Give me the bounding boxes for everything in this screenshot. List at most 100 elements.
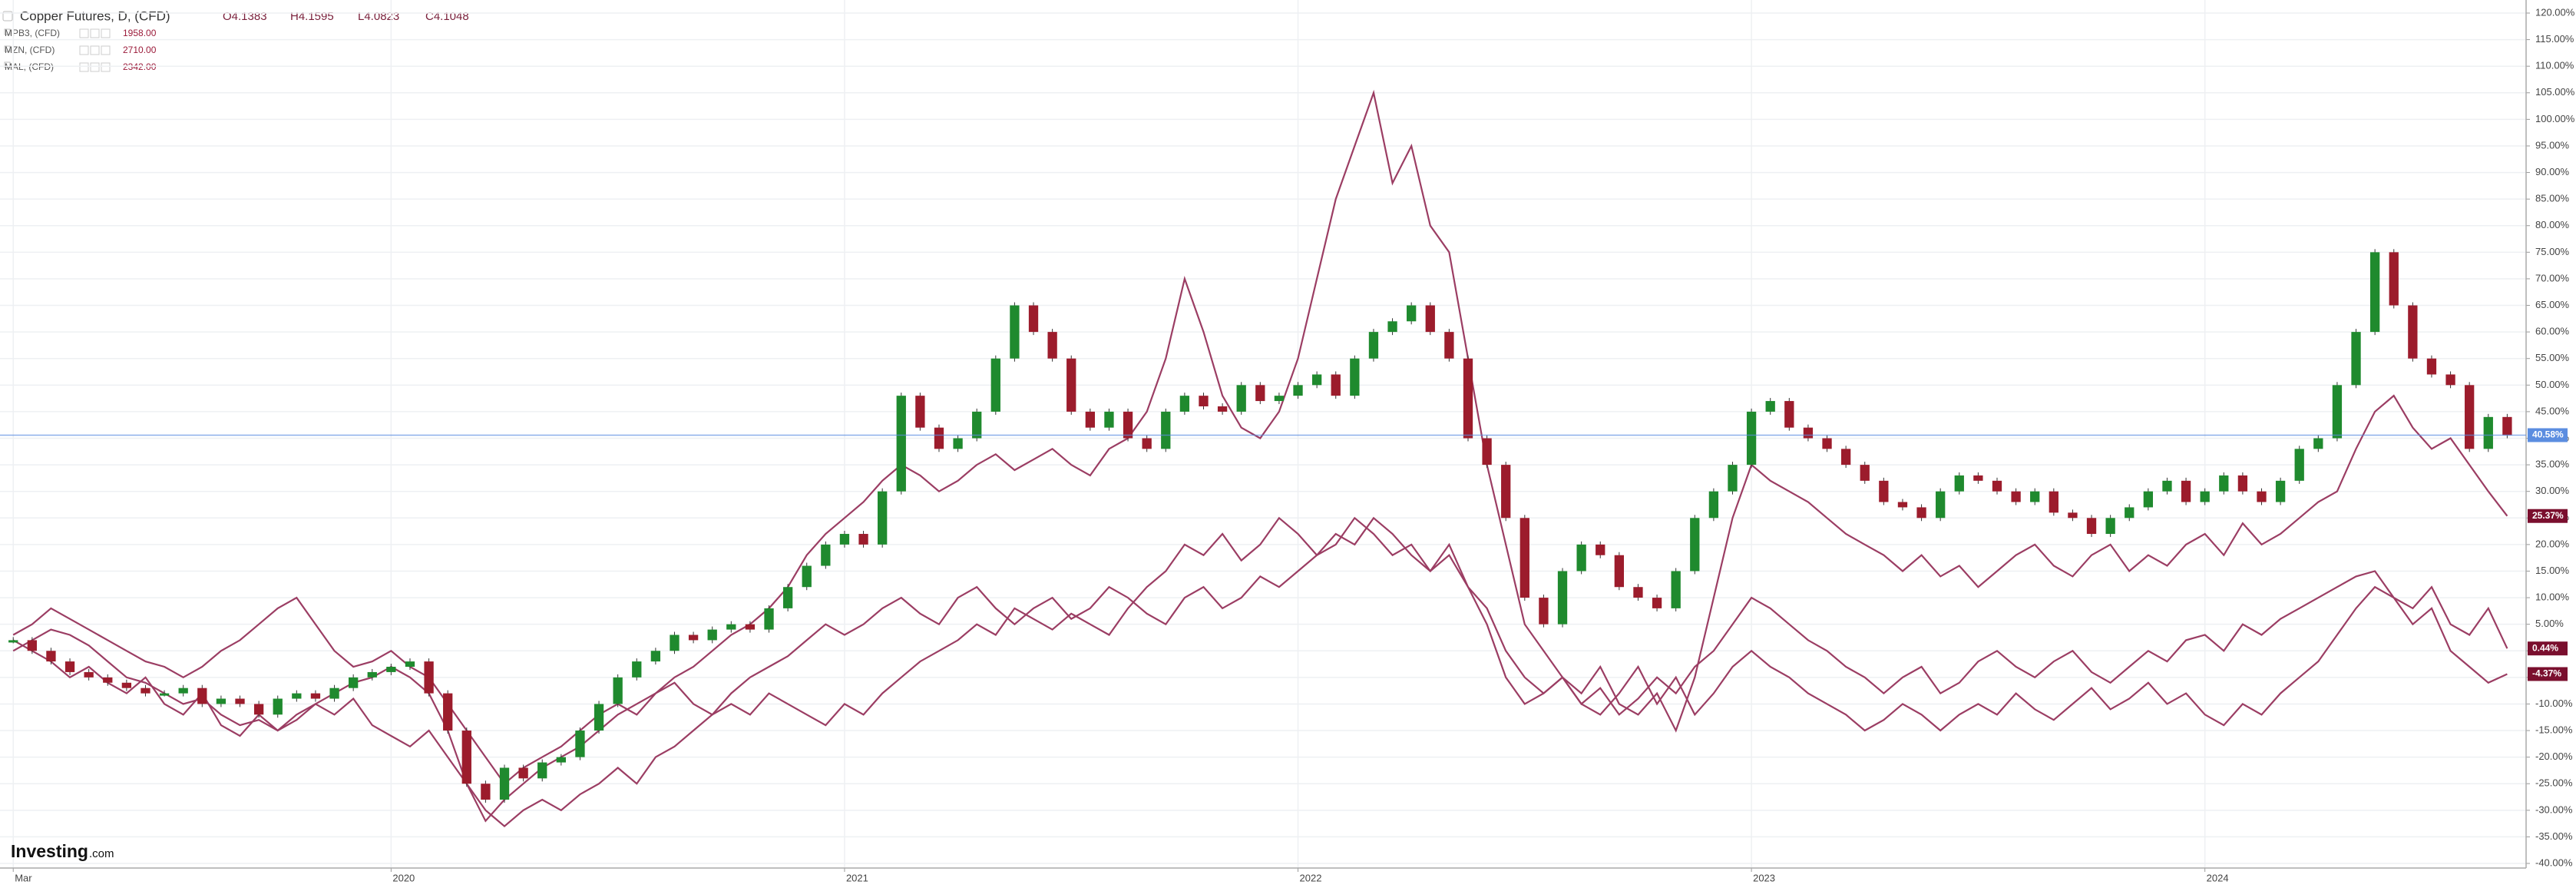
candle [839,534,850,545]
series-line [12,516,2508,828]
candle [310,693,321,699]
candle [2445,374,2455,386]
y-tick-label: 80.00% [2535,219,2570,230]
candle [1482,438,1492,466]
candle [178,688,188,694]
candle [443,693,453,731]
last-value-label: 0.44% [2532,642,2558,653]
candle [878,491,888,545]
legend-name: MPB3, (CFD) [5,28,60,38]
candle [273,698,283,715]
last-value-badge [2528,509,2568,523]
candle [2030,491,2040,502]
main-series-title: Copper Futures, D, (CFD) [20,8,170,23]
candle [2086,518,2097,535]
legend-icon [90,28,100,38]
candle [1142,438,1152,449]
candle [764,608,774,630]
candle [2105,518,2115,535]
candle [1671,571,1681,608]
header-icons [2,11,13,68]
candle [858,534,868,545]
y-tick-label: 105.00% [2535,86,2575,98]
candle [367,671,377,678]
legend-icon [4,61,11,68]
candle [481,784,491,800]
last-value-badge [2528,667,2568,681]
candle [405,661,415,668]
candle [2275,480,2286,502]
candle [1596,544,1605,555]
candle [1614,555,1624,588]
candle [1746,411,1757,466]
candle [670,635,680,651]
candle [2181,480,2191,502]
candle [1217,406,1228,412]
y-tick-label: 110.00% [2535,60,2574,71]
candle [2502,416,2512,436]
candle [1916,507,1926,519]
candle [1822,438,1832,449]
candle [424,661,434,694]
candle [1557,571,1568,625]
ohlc-value: O4.1383 [223,10,267,23]
collapse-icon[interactable] [2,11,13,22]
y-tick-label: 10.00% [2535,591,2570,603]
y-tick-label: 75.00% [2535,246,2570,257]
candle [2408,305,2418,359]
candle [518,767,528,779]
y-tick-label: 100.00% [2535,113,2575,124]
candle [27,640,37,651]
candle [1784,401,1794,428]
y-tick-label: 30.00% [2535,485,2570,496]
last-value-label: -4.37% [2532,668,2561,679]
legend-icon [101,45,111,55]
candle [745,624,756,630]
candle [1501,465,1511,519]
x-tick-label: 2020 [392,872,415,883]
candle [1954,475,1964,492]
candle [2049,491,2058,513]
y-tick-label: -15.00% [2535,724,2573,735]
candle [1274,396,1285,402]
y-tick-label: -40.00% [2535,857,2573,868]
candle [2369,252,2380,333]
candle [1840,449,1851,466]
candle [1633,587,1643,598]
last-value-badge [2528,428,2568,442]
candle [2483,416,2493,449]
candle [84,671,94,678]
candle [594,704,604,731]
candle [159,693,170,696]
candle [1425,305,1435,333]
legend-icon [79,45,89,55]
last-value-label: 25.37% [2532,510,2564,521]
candle [1085,411,1095,428]
candle [726,624,736,630]
legend-price: 2342.00 [123,61,157,72]
candle [1444,332,1454,359]
candle [499,767,510,800]
candle [1387,321,1397,333]
candle [688,635,699,641]
candle [1199,396,1209,406]
candle [1652,598,1662,608]
legend-icon [101,62,111,72]
legend: MPB3, (CFD) 1958.00 MZN, (CFD) 2710.00 MAL, … [5,28,157,72]
candle [2011,491,2021,502]
candle [141,688,150,694]
legend-icon [90,45,100,55]
candle [8,640,18,643]
candle [1047,332,1057,359]
y-tick-label: -10.00% [2535,697,2573,709]
ohlc-value: C4.1048 [425,10,469,23]
y-tick-label: -35.00% [2535,830,2573,842]
candle [46,651,56,662]
y-tick-label: 95.00% [2535,139,2570,151]
candle [1860,465,1870,481]
y-tick-label: 90.00% [2535,166,2570,177]
y-tick-label: 35.00% [2535,459,2570,470]
candle [121,682,132,688]
legend-icon [90,62,100,72]
